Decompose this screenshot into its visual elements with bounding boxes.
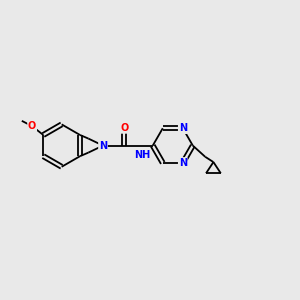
- Text: NH: NH: [134, 150, 150, 160]
- Text: N: N: [99, 141, 107, 151]
- Text: N: N: [179, 123, 187, 133]
- Text: O: O: [28, 121, 36, 131]
- Text: O: O: [120, 123, 128, 133]
- Text: N: N: [179, 158, 187, 168]
